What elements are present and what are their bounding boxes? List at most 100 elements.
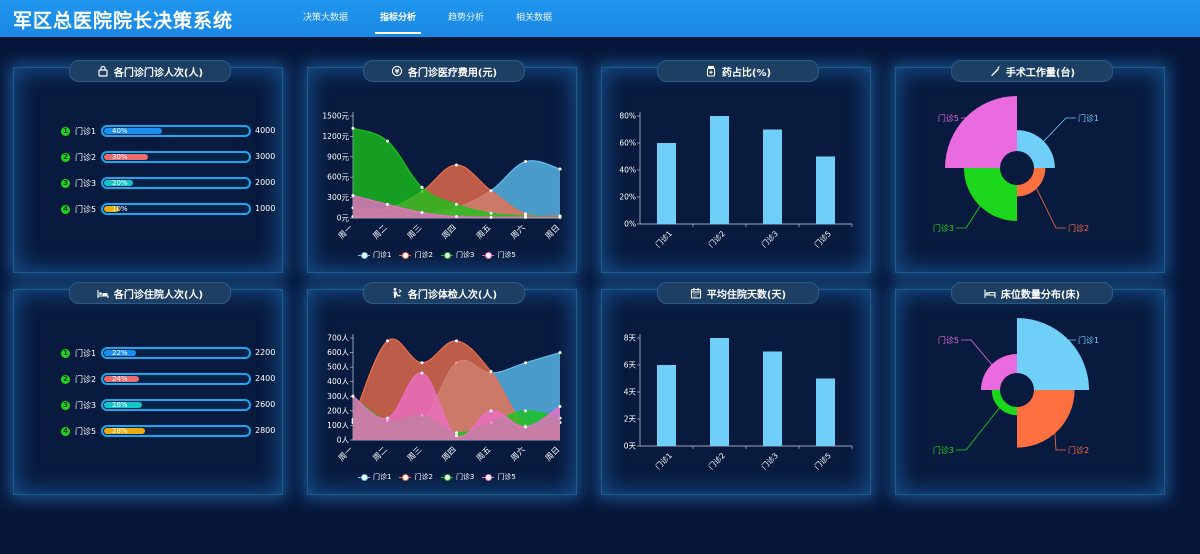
row-label: 门诊1 bbox=[75, 349, 97, 358]
legend-item[interactable]: 门诊1 bbox=[358, 250, 391, 260]
x-tick-label: 周五 bbox=[475, 223, 493, 241]
bar bbox=[816, 156, 835, 224]
x-tick-label: 周三 bbox=[406, 445, 424, 463]
bar bbox=[710, 338, 729, 446]
y-tick-label: 2天 bbox=[624, 415, 637, 424]
nav-tab-trend-analysis[interactable]: 趋势分析 bbox=[448, 13, 485, 23]
data-point bbox=[489, 189, 493, 193]
app-title: 军区总医院院长决策系统 bbox=[13, 10, 234, 32]
data-point bbox=[489, 409, 493, 413]
leader-line bbox=[961, 339, 994, 367]
y-tick-label: 100人 bbox=[327, 421, 349, 430]
legend-marker bbox=[482, 252, 495, 259]
panel-title: 各门诊住院人次(人) bbox=[69, 282, 231, 304]
panel-average-stay: 平均住院天数(天) 0天 2天 4天 6天 8天 门诊1 门诊2 门诊3 门诊5 bbox=[601, 282, 871, 495]
slice-label: 门诊5 bbox=[938, 113, 959, 123]
drug-ratio-bar-chart: 0% 20% 40% 60% 80% 门诊1 门诊2 门诊3 门诊5 bbox=[619, 112, 853, 249]
bar bbox=[816, 378, 835, 446]
series-area bbox=[353, 195, 560, 218]
rank-badge: 4 bbox=[61, 205, 70, 214]
progress-track: 28% bbox=[101, 425, 251, 437]
x-tick-label: 周六 bbox=[509, 222, 527, 240]
x-tick-label: 周一 bbox=[337, 445, 355, 463]
progress-fill: 20% bbox=[104, 180, 134, 187]
data-point bbox=[558, 351, 562, 355]
rose-slice bbox=[963, 168, 1017, 222]
row-label: 门诊2 bbox=[75, 153, 97, 162]
legend-marker bbox=[440, 474, 453, 481]
progress-row: 2 门诊2 24% 2400 bbox=[61, 373, 279, 388]
svg-text:¥: ¥ bbox=[395, 67, 400, 75]
x-tick-label: 周二 bbox=[371, 445, 389, 463]
leader-line bbox=[1063, 339, 1076, 344]
y-tick-label: 6天 bbox=[624, 361, 637, 370]
y-tick-label: 200人 bbox=[327, 406, 349, 415]
panel-physical-exam: 各门诊体检人次(人) 0人 100人 200人 300人 400人 500人 600人 700… bbox=[307, 282, 577, 495]
progress-fill: 26% bbox=[104, 402, 142, 409]
progress-track: 20% bbox=[101, 177, 251, 189]
progress-row: 1 门诊1 22% 2200 bbox=[61, 347, 279, 362]
y-tick-label: 700人 bbox=[327, 334, 349, 343]
slice-label: 门诊1 bbox=[1078, 113, 1099, 123]
progress-fill: 22% bbox=[104, 350, 137, 357]
legend-label: 门诊5 bbox=[497, 251, 516, 259]
nav-tab-decision-data[interactable]: 决策大数据 bbox=[303, 13, 349, 23]
x-tick-label: 门诊2 bbox=[706, 228, 727, 249]
progress-track: 24% bbox=[101, 373, 251, 385]
exam-icon bbox=[391, 287, 403, 299]
nav-tab-indicator-analysis[interactable]: 指标分析 bbox=[367, 0, 429, 37]
legend-item[interactable]: 门诊5 bbox=[482, 472, 516, 482]
x-tick-label: 周日 bbox=[544, 445, 562, 463]
panel-title: 各门诊门诊人次(人) bbox=[69, 60, 231, 82]
x-tick-label: 门诊1 bbox=[653, 450, 674, 471]
data-point bbox=[524, 160, 527, 164]
legend-marker bbox=[358, 252, 370, 259]
legend-item[interactable]: 门诊2 bbox=[399, 250, 433, 260]
row-value: 2000 bbox=[255, 178, 276, 187]
panel-title: ¥ 各门诊医疗费用(元) bbox=[363, 60, 525, 82]
bar bbox=[710, 116, 729, 224]
chart-legend: 门诊1 门诊2 门诊3 门诊5 bbox=[358, 250, 524, 260]
row-value: 2600 bbox=[255, 400, 276, 409]
panel-inpatient-visits: 各门诊住院人次(人) 1 门诊1 22% 2200 2 门诊2 24% 2400 3 门诊3 26%… bbox=[13, 282, 283, 495]
data-point bbox=[455, 215, 458, 219]
progress-fill: 40% bbox=[104, 128, 163, 135]
progress-track: 40% bbox=[101, 125, 251, 137]
x-tick-label: 周四 bbox=[440, 445, 458, 463]
data-point bbox=[455, 163, 458, 167]
legend-marker bbox=[440, 252, 453, 259]
nav-tab-related-data[interactable]: 相关数据 bbox=[516, 13, 553, 23]
legend-item[interactable]: 门诊3 bbox=[440, 250, 474, 260]
row-label: 门诊5 bbox=[75, 205, 97, 214]
x-tick-label: 门诊1 bbox=[653, 228, 674, 249]
panel-title: 药占比(%) bbox=[657, 60, 819, 82]
data-point bbox=[524, 215, 527, 219]
row-label: 门诊5 bbox=[75, 427, 97, 436]
x-tick-label: 门诊5 bbox=[812, 450, 833, 471]
slice-label: 门诊2 bbox=[1068, 445, 1089, 455]
progress-track: 30% bbox=[101, 151, 251, 163]
legend-label: 门诊1 bbox=[373, 251, 392, 259]
data-point bbox=[386, 339, 389, 343]
row-label: 门诊2 bbox=[75, 375, 97, 384]
x-tick-label: 周五 bbox=[475, 445, 493, 463]
legend-item[interactable]: 门诊2 bbox=[399, 472, 433, 482]
x-tick-label: 周四 bbox=[440, 223, 458, 241]
legend-label: 门诊2 bbox=[414, 251, 433, 259]
data-point bbox=[524, 425, 527, 429]
y-tick-label: 8天 bbox=[624, 334, 637, 343]
data-point bbox=[455, 202, 458, 206]
y-tick-label: 300元 bbox=[327, 193, 349, 202]
y-tick-label: 20% bbox=[619, 193, 636, 202]
legend-item[interactable]: 门诊3 bbox=[440, 472, 474, 482]
bed-patient-icon bbox=[97, 287, 109, 299]
data-point bbox=[489, 370, 493, 374]
data-point bbox=[489, 211, 493, 215]
slice-label: 门诊3 bbox=[933, 445, 954, 455]
panel-bed-distribution: 床位数量分布(床) 门诊1 门诊2 门诊3 门诊5 bbox=[895, 282, 1165, 495]
data-point bbox=[455, 431, 458, 435]
legend-item[interactable]: 门诊1 bbox=[358, 472, 391, 482]
legend-item[interactable]: 门诊5 bbox=[482, 250, 516, 260]
data-point bbox=[455, 434, 458, 438]
